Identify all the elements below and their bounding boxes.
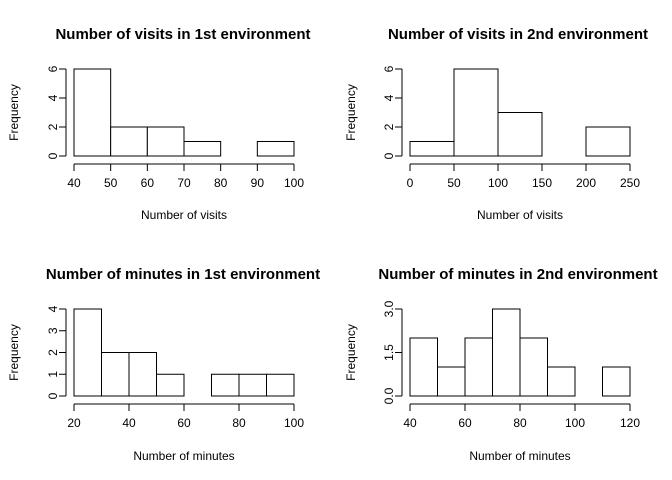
histogram-bar	[183, 141, 222, 157]
histogram-bar	[585, 126, 631, 157]
x-axis-label: Number of visits	[477, 208, 563, 222]
chart-title: Number of minutes in 2nd environment	[378, 266, 657, 283]
x-tick-label: 250	[620, 176, 640, 190]
y-tick-label: 4	[46, 305, 60, 312]
histogram-bar	[409, 141, 455, 157]
y-tick-label: 0	[382, 152, 396, 159]
x-tick-label: 40	[67, 176, 81, 190]
y-axis-label: Frequency	[344, 324, 358, 381]
histogram-bar	[238, 373, 267, 397]
x-tick-label: 70	[177, 176, 191, 190]
histogram-bar	[156, 373, 185, 397]
y-tick-label: 6	[382, 65, 396, 72]
x-tick-label: 120	[620, 416, 640, 430]
y-axis-label: Frequency	[7, 84, 21, 141]
histogram-bar	[211, 373, 240, 397]
x-tick-label: 100	[565, 416, 585, 430]
y-tick-label: 0	[46, 152, 60, 159]
x-tick-label: 60	[458, 416, 472, 430]
y-tick-label: 1.5	[382, 344, 396, 361]
x-tick-label: 200	[576, 176, 596, 190]
y-tick-label: 3.0	[382, 300, 396, 317]
histogram-bar	[464, 337, 493, 397]
y-tick-label: 3	[46, 327, 60, 334]
x-tick-label: 40	[403, 416, 417, 430]
y-tick-label: 1	[46, 371, 60, 378]
y-axis-label: Frequency	[344, 84, 358, 141]
histogram-bar	[602, 366, 631, 397]
x-tick-label: 20	[67, 416, 81, 430]
histogram-bar	[101, 352, 130, 397]
histogram-bar	[453, 68, 499, 157]
histogram-bar	[519, 337, 548, 397]
x-tick-label: 90	[251, 176, 265, 190]
x-tick-label: 100	[488, 176, 508, 190]
x-axis-label: Number of minutes	[133, 449, 234, 463]
y-tick-label: 2	[46, 349, 60, 356]
x-tick-label: 80	[513, 416, 527, 430]
y-tick-label: 2	[382, 123, 396, 130]
histogram-bar	[128, 352, 157, 397]
x-axis-label: Number of visits	[141, 208, 227, 222]
x-tick-label: 50	[447, 176, 461, 190]
y-tick-label: 0.0	[382, 387, 396, 404]
x-tick-label: 40	[122, 416, 136, 430]
histogram-bar	[146, 126, 185, 157]
histogram-bar	[110, 126, 148, 157]
x-tick-label: 50	[104, 176, 118, 190]
x-tick-label: 100	[284, 176, 304, 190]
y-tick-label: 0	[46, 392, 60, 399]
y-tick-label: 4	[382, 94, 396, 101]
histogram-bar	[497, 112, 543, 157]
histogram-bar	[266, 373, 295, 397]
chart-title: Number of minutes in 1st environment	[46, 266, 320, 283]
x-axis-label: Number of minutes	[469, 449, 570, 463]
x-tick-label: 0	[407, 176, 414, 190]
x-tick-label: 150	[532, 176, 552, 190]
histogram-bar	[437, 366, 466, 397]
chart-title: Number of visits in 2nd environment	[388, 26, 648, 43]
x-tick-label: 100	[284, 416, 304, 430]
x-tick-label: 80	[232, 416, 246, 430]
histogram-bar	[73, 308, 102, 397]
x-tick-label: 60	[177, 416, 191, 430]
histogram-bar	[547, 366, 576, 397]
histogram-bar	[256, 141, 295, 157]
histogram-bar	[73, 68, 112, 157]
histogram-bar	[492, 308, 521, 397]
y-tick-label: 4	[46, 94, 60, 101]
y-axis-label: Frequency	[7, 324, 21, 381]
y-tick-label: 6	[46, 65, 60, 72]
x-tick-label: 80	[214, 176, 228, 190]
y-tick-label: 2	[46, 123, 60, 130]
histogram-bar	[409, 337, 438, 397]
x-tick-label: 60	[141, 176, 155, 190]
chart-title: Number of visits in 1st environment	[55, 26, 310, 43]
